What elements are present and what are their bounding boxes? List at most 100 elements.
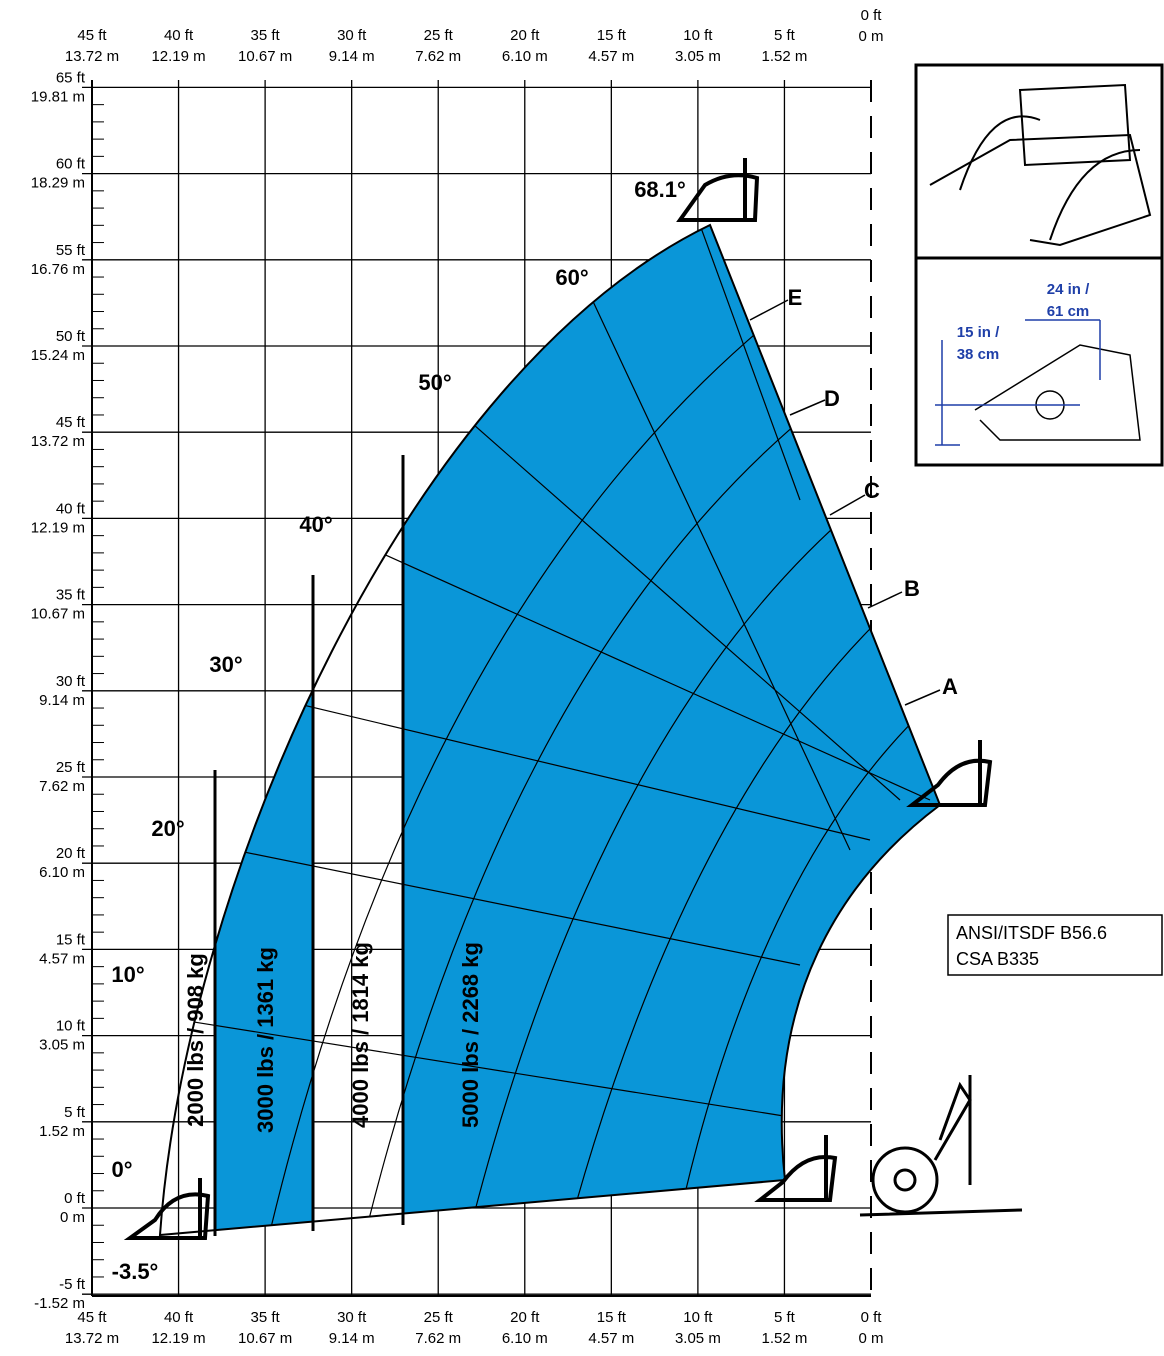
x-tick-label: 0 m: [858, 28, 883, 45]
y-tick-label: 10.67 m: [31, 606, 85, 623]
x-tick-label: 0 m: [858, 1330, 883, 1347]
y-tick-label: -1.52 m: [34, 1295, 85, 1312]
x-tick-label: 9.14 m: [329, 48, 375, 65]
x-tick-label: 35 ft: [251, 27, 281, 44]
extension-label: E: [788, 285, 803, 310]
standard: CSA B335: [956, 949, 1039, 969]
x-tick-label: 15 ft: [597, 27, 627, 44]
x-tick-label: 12.19 m: [151, 1330, 205, 1347]
x-tick-label: 10.67 m: [238, 1330, 292, 1347]
y-tick-label: 65 ft: [56, 69, 86, 86]
y-tick-label: 13.72 m: [31, 433, 85, 450]
y-tick-label: 0 ft: [64, 1190, 86, 1207]
y-tick-label: 20 ft: [56, 845, 86, 862]
envelope: [158, 223, 942, 1237]
angle-label: 20°: [151, 816, 184, 841]
y-tick-label: 50 ft: [56, 328, 86, 345]
x-tick-label: 40 ft: [164, 1309, 194, 1326]
load-zone-label: 2000 lbs / 908 kg: [183, 953, 208, 1127]
y-tick-label: 7.62 m: [39, 778, 85, 795]
y-tick-label: 19.81 m: [31, 88, 85, 105]
x-tick-label: 35 ft: [251, 1309, 281, 1326]
x-tick-label: 0 ft: [861, 7, 883, 24]
y-tick-label: 10 ft: [56, 1018, 86, 1035]
attachment-insets: 24 in / 61 cm 15 in / 38 cm: [914, 63, 1164, 467]
x-tick-label: 40 ft: [164, 27, 194, 44]
x-tick-label: 10 ft: [683, 1309, 713, 1326]
angle-label: 68.1°: [634, 177, 686, 202]
height-label: 15 in /: [957, 324, 1000, 341]
width-label: 24 in /: [1047, 281, 1090, 298]
x-tick-label: 25 ft: [424, 1309, 454, 1326]
x-tick-label: 20 ft: [510, 27, 540, 44]
angle-label: 10°: [111, 962, 144, 987]
x-tick-label: 3.05 m: [675, 1330, 721, 1347]
bucket-icons: [123, 158, 993, 1240]
load-zone-label: 3000 lbs / 1361 kg: [253, 947, 278, 1133]
x-tick-label: 30 ft: [337, 1309, 367, 1326]
standards-box: [947, 914, 1163, 976]
y-tick-label: 55 ft: [56, 242, 86, 259]
y-tick-label: 12.19 m: [31, 519, 85, 536]
angle-lines: [160, 225, 931, 1118]
x-tick-label: 13.72 m: [65, 1330, 119, 1347]
x-tick-label: 10 ft: [683, 27, 713, 44]
y-tick-label: 45 ft: [56, 414, 86, 431]
x-tick-label: 30 ft: [337, 27, 367, 44]
width-label: 61 cm: [1047, 303, 1090, 320]
x-tick-label: 7.62 m: [415, 48, 461, 65]
x-tick-label: 25 ft: [424, 27, 454, 44]
height-label: 38 cm: [957, 346, 1000, 363]
x-tick-label: 1.52 m: [762, 1330, 808, 1347]
extension-leaders: [749, 299, 941, 706]
x-tick-label: 10.67 m: [238, 48, 292, 65]
machine-icon: [859, 1075, 1023, 1217]
standard: ANSI/ITSDF B56.6: [956, 923, 1107, 943]
x-tick-label: 0 ft: [861, 1309, 883, 1326]
load-zone-label: 4000 lbs / 1814 kg: [348, 942, 373, 1128]
angle-label: 0°: [111, 1157, 132, 1182]
x-tick-label: 7.62 m: [415, 1330, 461, 1347]
extension-label: A: [942, 674, 958, 699]
y-tick-label: 15.24 m: [31, 347, 85, 364]
load-zone-label: 5000 lbs / 2268 kg: [458, 942, 483, 1128]
y-tick-label: 40 ft: [56, 500, 86, 517]
y-tick-label: 30 ft: [56, 673, 86, 690]
x-tick-label: 45 ft: [77, 27, 107, 44]
angle-label: 50°: [418, 370, 451, 395]
y-tick-label: 60 ft: [56, 156, 86, 173]
y-tick-label: 6.10 m: [39, 864, 85, 881]
angle-label: 30°: [209, 652, 242, 677]
y-tick-label: 35 ft: [56, 587, 86, 604]
x-tick-label: 12.19 m: [151, 48, 205, 65]
y-tick-label: 18.29 m: [31, 175, 85, 192]
extension-label: C: [864, 478, 880, 503]
x-tick-label: 5 ft: [774, 1309, 796, 1326]
labels: 45 ft 13.72 m 45 ft 13.72 m 40 ft 12.19 m 40 f…: [31, 7, 958, 1347]
extension-label: D: [824, 386, 840, 411]
y-tick-label: 9.14 m: [39, 692, 85, 709]
x-tick-label: 6.10 m: [502, 48, 548, 65]
angle-label: -3.5°: [112, 1259, 159, 1284]
x-tick-label: 15 ft: [597, 1309, 627, 1326]
angle-label: 60°: [555, 265, 588, 290]
y-tick-label: 4.57 m: [39, 950, 85, 967]
x-tick-label: 9.14 m: [329, 1330, 375, 1347]
x-tick-label: 13.72 m: [65, 48, 119, 65]
y-tick-label: 0 m: [60, 1209, 85, 1226]
zone-dividers: [213, 455, 405, 1236]
x-tick-label: 3.05 m: [675, 48, 721, 65]
extension-label: B: [904, 576, 920, 601]
x-tick-label: 4.57 m: [588, 48, 634, 65]
x-tick-label: 6.10 m: [502, 1330, 548, 1347]
y-tick-label: 15 ft: [56, 931, 86, 948]
y-tick-label: 25 ft: [56, 759, 86, 776]
x-tick-label: 45 ft: [77, 1309, 107, 1326]
x-tick-label: 1.52 m: [762, 48, 808, 65]
y-tick-label: 1.52 m: [39, 1123, 85, 1140]
y-tick-label: 3.05 m: [39, 1037, 85, 1054]
x-tick-label: 20 ft: [510, 1309, 540, 1326]
x-tick-label: 4.57 m: [588, 1330, 634, 1347]
x-tick-label: 5 ft: [774, 27, 796, 44]
